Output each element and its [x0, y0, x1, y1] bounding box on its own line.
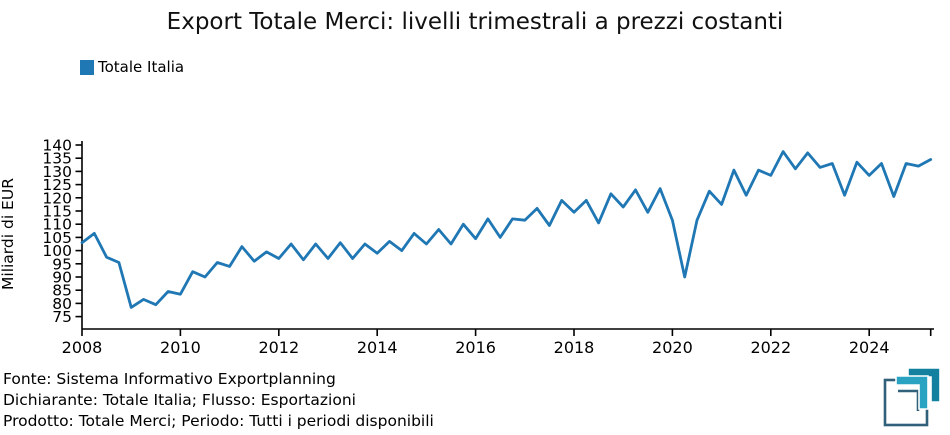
footer-declarant-line: Dichiarante: Totale Italia; Flusso: Espo… — [3, 391, 356, 409]
x-tick-label: 2020 — [652, 338, 693, 357]
legend: Totale Italia — [80, 58, 184, 76]
y-tick-label: 135 — [42, 150, 72, 168]
y-tick-label: 120 — [42, 189, 72, 207]
x-tick-label: 2010 — [160, 338, 201, 357]
x-tick-label: 2016 — [455, 338, 496, 357]
y-tick-label: 100 — [42, 242, 72, 260]
y-tick-label: 110 — [42, 216, 72, 234]
legend-swatch-icon — [80, 59, 94, 75]
x-tick-label: 2018 — [554, 338, 595, 357]
y-tick-label: 90 — [52, 269, 72, 287]
x-tick-label: 2008 — [62, 338, 103, 357]
logo-corner-arrow-light — [895, 375, 929, 410]
y-tick-label: 95 — [52, 255, 72, 273]
footer-source-line: Fonte: Sistema Informativo Exportplannin… — [3, 370, 336, 388]
y-axis-label: Miliardi di EUR — [0, 178, 17, 290]
x-tick-label: 2012 — [258, 338, 299, 357]
footer-notes: Fonte: Sistema Informativo Exportplannin… — [3, 369, 434, 432]
y-tick-label: 105 — [42, 229, 72, 247]
y-tick-label: 80 — [52, 295, 72, 313]
x-tick-label: 2022 — [750, 338, 791, 357]
exportplanning-logo — [883, 367, 941, 427]
axes — [81, 141, 934, 330]
x-tick-label: 2014 — [357, 338, 398, 357]
y-tick-label: 140 — [42, 137, 72, 155]
x-tick-label: 2024 — [849, 338, 890, 357]
x-axis-ticks: 2008 2010 2012 2014 2016 2018 2020 2022 2024 — [62, 329, 932, 357]
footer-product-line: Prodotto: Totale Merci; Periodo: Tutti i… — [3, 412, 434, 430]
y-tick-label: 125 — [42, 176, 72, 194]
legend-label: Totale Italia — [98, 58, 185, 76]
y-tick-label: 85 — [52, 282, 72, 300]
series-line-totale-italia — [80, 150, 933, 309]
y-tick-label: 75 — [52, 308, 72, 326]
y-tick-label: 115 — [42, 203, 72, 221]
y-tick-label: 130 — [42, 163, 72, 181]
logo-inner-bracket — [898, 389, 920, 411]
chart-title: Export Totale Merci: livelli trimestrali… — [166, 9, 784, 35]
